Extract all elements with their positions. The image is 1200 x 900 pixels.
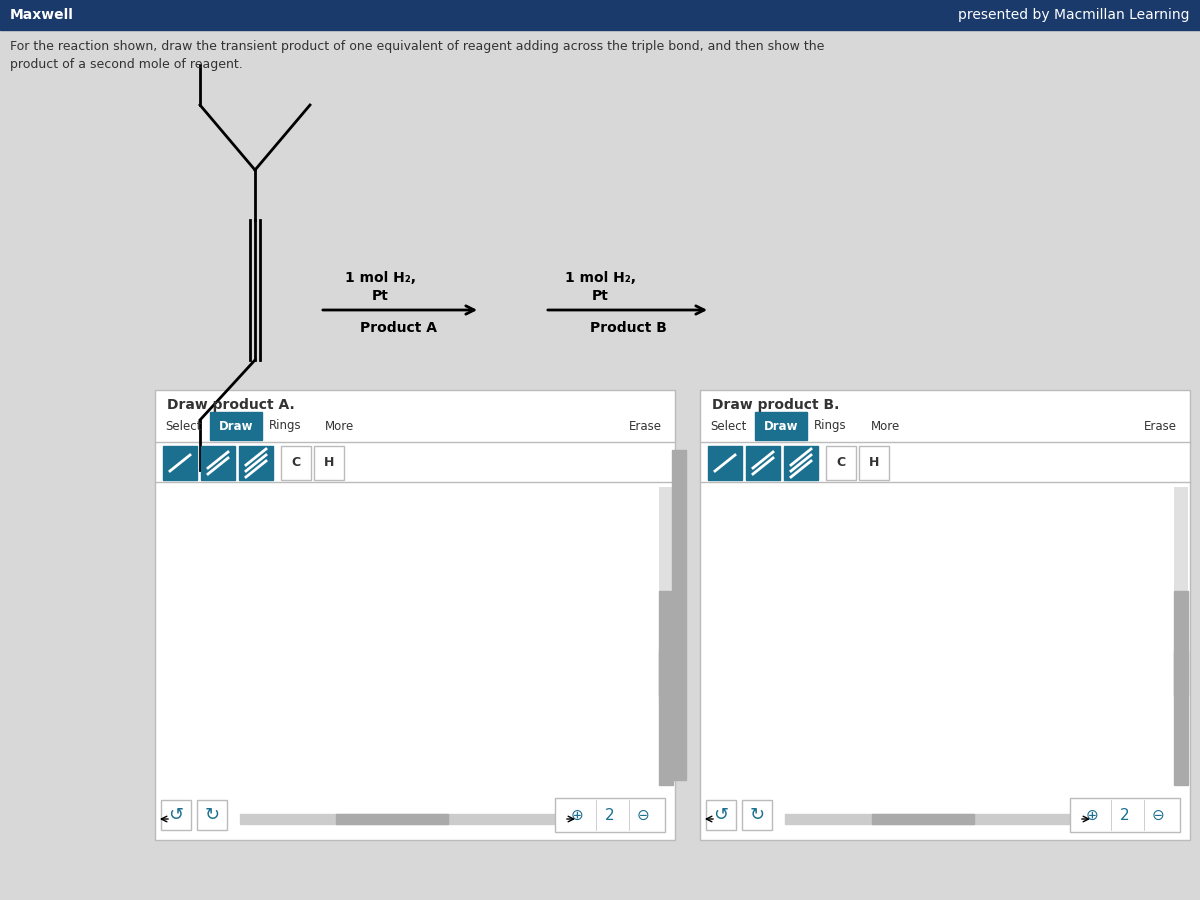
Bar [659,487,673,785]
Text: C: C [836,456,846,470]
Text: ⊕: ⊕ [571,807,583,823]
Text: ↻: ↻ [204,806,220,824]
Text: 2: 2 [605,807,614,823]
Bar [1174,651,1188,785]
Bar [554,798,665,832]
Bar [210,412,262,440]
Text: ⊖: ⊖ [1152,807,1164,823]
Text: product of a second mole of reagent.: product of a second mole of reagent. [10,58,242,71]
Bar [708,446,742,480]
Text: Draw product A.: Draw product A. [167,398,295,412]
Text: Select: Select [164,419,202,433]
Text: Rings: Rings [269,419,301,433]
Text: ↺: ↺ [168,806,184,824]
Bar [706,800,736,830]
Bar [859,446,889,480]
Bar [202,446,235,480]
Text: Select: Select [710,419,746,433]
Text: Erase: Erase [1144,419,1176,433]
Text: More: More [325,419,355,433]
Text: ⊖: ⊖ [637,807,649,823]
Text: Draw: Draw [763,419,798,433]
Bar [672,450,686,780]
Text: Rings: Rings [814,419,846,433]
Bar [784,446,818,480]
Text: Erase: Erase [629,419,661,433]
Bar [755,412,808,440]
Bar [659,591,673,696]
Text: 1 mol H₂,: 1 mol H₂, [346,271,416,285]
Text: H: H [869,456,880,470]
Bar [785,814,1075,824]
Text: Pt: Pt [372,289,389,303]
Text: ↻: ↻ [750,806,764,824]
Bar [161,800,191,830]
Bar [336,814,448,824]
Text: Maxwell: Maxwell [10,8,74,22]
Bar [1174,487,1188,785]
Bar [239,446,274,480]
Bar [1070,798,1180,832]
Text: Draw product B.: Draw product B. [712,398,839,412]
Bar [826,446,856,480]
Bar [281,446,311,480]
Bar [872,814,973,824]
Bar [163,446,197,480]
Bar [659,651,673,785]
Text: ↺: ↺ [714,806,728,824]
Bar [155,390,674,840]
Bar [0,0,1200,30]
Text: ⊕: ⊕ [1086,807,1098,823]
Text: C: C [292,456,300,470]
Text: presented by Macmillan Learning: presented by Macmillan Learning [959,8,1190,22]
Text: For the reaction shown, draw the transient product of one equivalent of reagent : For the reaction shown, draw the transie… [10,40,824,53]
Bar [197,800,227,830]
Text: Product B: Product B [590,321,667,335]
Bar [240,814,560,824]
Text: 1 mol H₂,: 1 mol H₂, [565,271,636,285]
Bar [746,446,780,480]
Bar [314,446,344,480]
Text: More: More [870,419,900,433]
Text: Draw: Draw [218,419,253,433]
Text: Pt: Pt [592,289,608,303]
Text: Product A: Product A [360,321,437,335]
Bar [1174,591,1188,696]
Text: H: H [324,456,334,470]
Bar [700,390,1190,840]
Text: 2: 2 [1120,807,1130,823]
Bar [742,800,772,830]
